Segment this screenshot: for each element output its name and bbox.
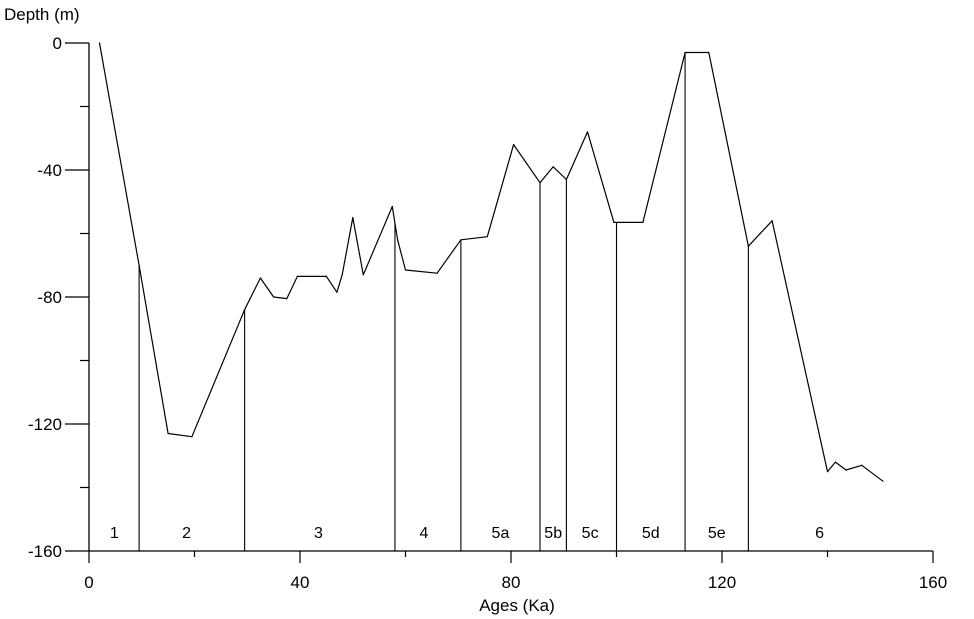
data-point: [341, 274, 343, 276]
y-tick-label: -120: [28, 415, 62, 434]
data-point: [771, 220, 773, 222]
data-point: [191, 436, 193, 438]
stage-label: 3: [314, 525, 323, 542]
data-point: [539, 182, 541, 184]
stage-label: 5d: [642, 525, 660, 542]
data-point: [684, 51, 686, 54]
y-tick-label: -80: [37, 288, 62, 307]
data-point: [708, 51, 710, 54]
data-point: [362, 274, 364, 276]
data-point: [834, 461, 837, 463]
data-point: [845, 469, 847, 471]
data-point: [259, 277, 262, 279]
data-point: [404, 269, 407, 271]
y-tick-label: -160: [28, 542, 62, 561]
x-axis-title: Ages (Ka): [479, 596, 555, 615]
data-point: [391, 205, 393, 208]
stage-labels: 1 2 3 4 5a 5b 5c 5d 5e 6: [110, 525, 824, 542]
data-point: [586, 131, 589, 133]
x-tick-label: 160: [919, 573, 947, 592]
axes: 0 -40 -80 -120 -160 0 40 80 120 160: [28, 34, 947, 592]
data-point: [98, 42, 101, 44]
y-axis-title: Depth (m): [4, 5, 80, 24]
data-point: [244, 309, 246, 311]
data-point: [352, 217, 354, 219]
stage-label: 5e: [708, 525, 726, 542]
series-layer: [98, 42, 884, 482]
data-point: [513, 144, 515, 146]
data-point: [486, 236, 488, 238]
data-point: [296, 275, 298, 277]
x-tick-label: 0: [84, 573, 93, 592]
y-tick-label: 0: [53, 34, 62, 53]
data-point: [747, 245, 749, 247]
x-tick-label: 40: [291, 573, 310, 592]
data-point: [565, 178, 567, 181]
x-tick-label: 80: [502, 573, 521, 592]
x-tick-label: 120: [708, 573, 736, 592]
data-point: [436, 272, 438, 274]
data-point: [861, 464, 863, 466]
data-point: [325, 275, 327, 277]
data-point: [552, 166, 554, 168]
stage-label: 5c: [582, 525, 599, 542]
data-point: [286, 297, 288, 300]
data-point: [613, 221, 615, 223]
data-point: [336, 291, 338, 293]
data-point: [642, 221, 644, 223]
stage-boundaries: [138, 52, 749, 551]
data-point: [826, 471, 829, 473]
y-tick-label: -40: [37, 161, 62, 180]
data-point: [138, 264, 140, 266]
data-point: [396, 239, 399, 241]
data-point: [882, 480, 884, 482]
data-point: [167, 432, 169, 435]
stage-label: 1: [110, 525, 119, 542]
stage-label: 5a: [492, 525, 510, 542]
data-point: [273, 296, 275, 298]
stage-label: 6: [815, 525, 824, 542]
stage-label: 4: [420, 525, 429, 542]
sea-level-curve: [98, 42, 884, 482]
stage-label: 2: [182, 525, 191, 542]
stage-label: 5b: [544, 525, 562, 542]
data-point: [460, 239, 462, 241]
